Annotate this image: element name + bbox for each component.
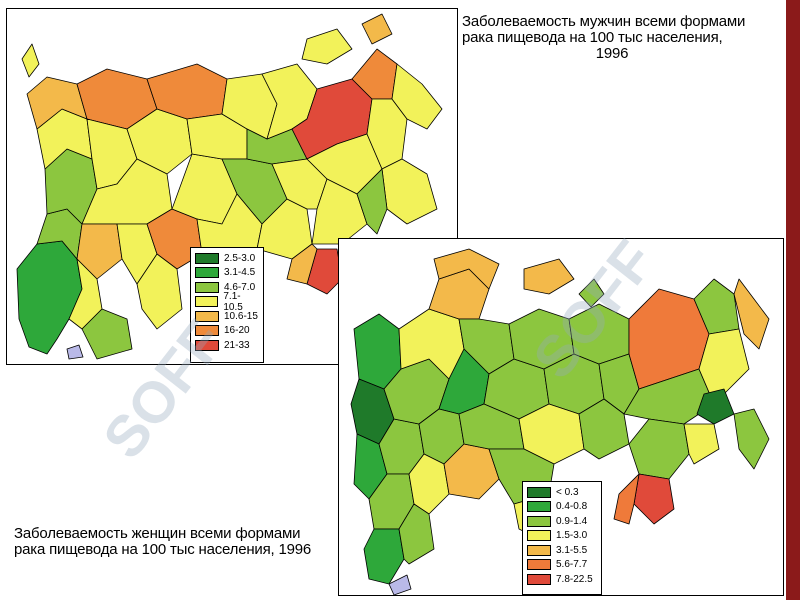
legend-item: 2.5-3.0 [195, 251, 259, 266]
legend-swatch [195, 296, 219, 308]
legend-item: < 0.3 [527, 485, 597, 500]
legend-swatch [527, 515, 551, 527]
legend-item: 3.1-5.5 [527, 543, 597, 558]
legend-item: 7.1-10.5 [195, 291, 259, 313]
map-men-regions [16, 13, 443, 360]
title-men-line1: Заболеваемость мужчин всеми формами [462, 13, 746, 30]
legend-swatch [195, 252, 219, 264]
legend-item: 0.4-0.8 [527, 500, 597, 515]
legend-swatch [527, 559, 551, 571]
legend-women: < 0.3 0.4-0.8 0.9-1.4 1.5-3.0 3.1-5.5 5.6-7.7… [522, 481, 602, 595]
legend-item: 21-33 [195, 338, 259, 353]
title-men-line2: рака пищевода на 100 тыс населения, [462, 29, 723, 46]
legend-swatch [527, 544, 551, 556]
legend-swatch [195, 281, 219, 293]
legend-swatch [527, 573, 551, 585]
legend-item: 16-20 [195, 324, 259, 339]
legend-swatch [195, 339, 219, 351]
legend-item: 10.6-15 [195, 309, 259, 324]
title-women-line2: рака пищевода на 100 тыс населения, 1996 [14, 541, 312, 558]
legend-swatch [527, 501, 551, 513]
legend-item: 5.6-7.7 [527, 558, 597, 573]
decorative-side-bar [786, 0, 800, 600]
legend-label: 1.5-3.0 [556, 530, 588, 542]
legend-swatch [195, 325, 219, 337]
legend-item: 0.9-1.4 [527, 514, 597, 529]
legend-label: < 0.3 [556, 486, 579, 498]
map-women-regions [350, 248, 770, 595]
legend-item: 4.6-7.0 [195, 280, 259, 295]
legend-women-rows: < 0.3 0.4-0.8 0.9-1.4 1.5-3.0 3.1-5.5 5.6-7.7… [527, 485, 597, 587]
legend-men: 2.5-3.0 3.1-4.5 4.6-7.0 7.1-10.5 10.6-15 16-2… [190, 247, 264, 363]
legend-swatch [527, 486, 551, 498]
legend-swatch [527, 530, 551, 542]
legend-label: 0.4-0.8 [556, 501, 588, 513]
legend-swatch [195, 267, 219, 279]
legend-label: 3.1-4.5 [224, 267, 256, 279]
legend-label: 7.8-22.5 [556, 573, 593, 585]
legend-item: 3.1-4.5 [195, 266, 259, 281]
legend-label: 3.1-5.5 [556, 544, 588, 556]
legend-label: 7.1-10.5 [223, 290, 243, 313]
legend-swatch [195, 310, 219, 322]
legend-item: 7.8-22.5 [527, 572, 597, 587]
legend-label: 2.5-3.0 [224, 252, 256, 264]
legend-label: 0.9-1.4 [556, 515, 588, 527]
legend-item: 1.5-3.0 [527, 529, 597, 544]
title-women-line1: Заболеваемость женщин всеми формами [14, 525, 301, 542]
legend-label: 16-20 [224, 325, 250, 337]
title-men: Заболеваемость мужчин всеми формами рака… [462, 14, 772, 62]
legend-men-rows: 2.5-3.0 3.1-4.5 4.6-7.0 7.1-10.5 10.6-15 16-2… [195, 251, 259, 353]
map-women: < 0.3 0.4-0.8 0.9-1.4 1.5-3.0 3.1-5.5 5.6-7.7… [338, 238, 784, 596]
title-women: Заболеваемость женщин всеми формами рака… [14, 526, 344, 558]
title-men-year: 1996 [595, 45, 629, 62]
legend-label: 10.6-15 [224, 310, 258, 322]
map-men: 2.5-3.0 3.1-4.5 4.6-7.0 7.1-10.5 10.6-15 16-2… [6, 8, 458, 365]
legend-label: 4.6-7.0 [224, 281, 256, 293]
legend-label: 21-33 [224, 339, 250, 351]
legend-label: 5.6-7.7 [556, 559, 588, 571]
